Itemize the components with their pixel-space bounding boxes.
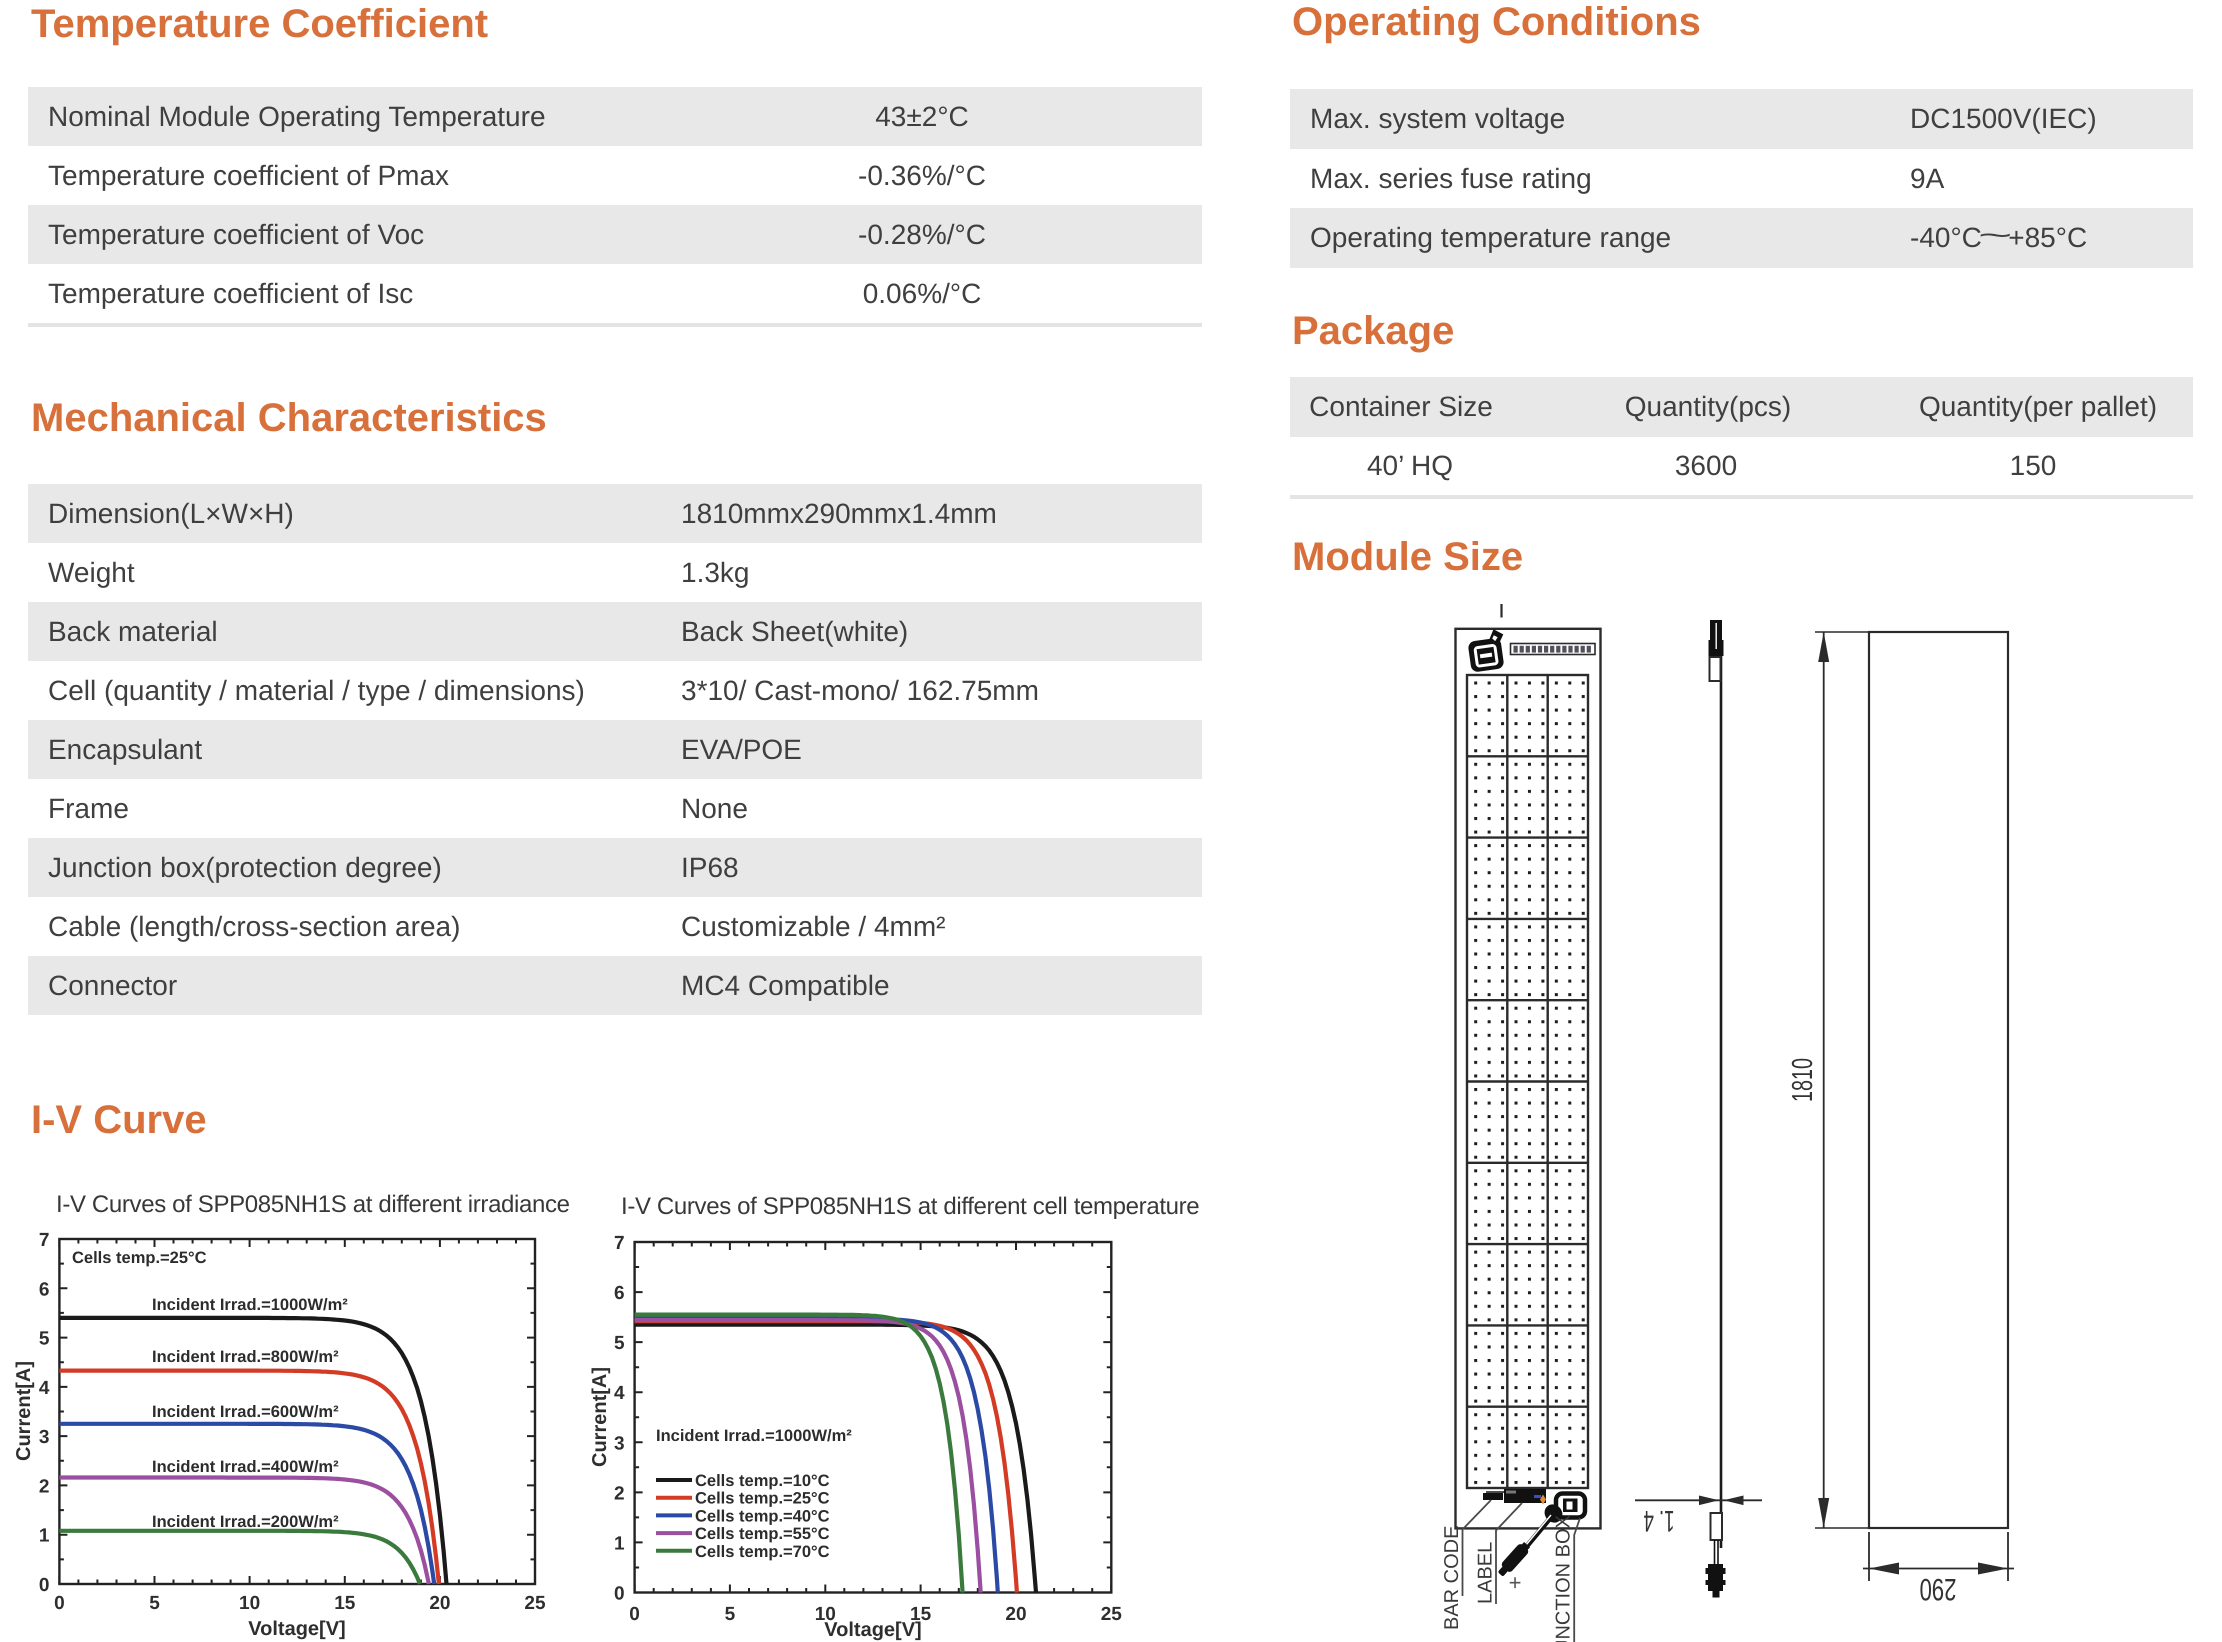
svg-text:Current[A]: Current[A] <box>589 1367 611 1467</box>
svg-text:Cells temp.=25°C: Cells temp.=25°C <box>695 1490 830 1508</box>
svg-text:15: 15 <box>334 1593 356 1614</box>
svg-text:4: 4 <box>39 1378 50 1399</box>
svg-text:2: 2 <box>39 1476 50 1497</box>
svg-text:15: 15 <box>910 1604 932 1625</box>
svg-text:25: 25 <box>1101 1604 1123 1625</box>
svg-text:Cells temp.=55°C: Cells temp.=55°C <box>695 1525 830 1543</box>
svg-text:290: 290 <box>1920 1572 1957 1607</box>
svg-text:0: 0 <box>629 1604 640 1625</box>
svg-text:1810: 1810 <box>1787 1058 1819 1102</box>
svg-text:+: + <box>1509 1570 1522 1595</box>
svg-text:Cells temp.=10°C: Cells temp.=10°C <box>695 1472 830 1490</box>
svg-text:LABEL: LABEL <box>1475 1542 1497 1604</box>
svg-text:Incident Irrad.=1000W/m²: Incident Irrad.=1000W/m² <box>152 1296 348 1314</box>
svg-text:Current[A]: Current[A] <box>13 1361 35 1461</box>
svg-text:0: 0 <box>54 1593 65 1614</box>
svg-text:I-V Curves of SPP085NH1S at di: I-V Curves of SPP085NH1S at different ir… <box>56 1191 570 1218</box>
svg-text:Incident Irrad.=200W/m²: Incident Irrad.=200W/m² <box>152 1513 339 1531</box>
svg-text:10: 10 <box>815 1604 836 1625</box>
svg-text:Incident Irrad.=1000W/m²: Incident Irrad.=1000W/m² <box>656 1427 852 1445</box>
svg-text:0: 0 <box>614 1584 625 1605</box>
svg-text:7: 7 <box>614 1233 625 1254</box>
svg-text:25: 25 <box>524 1593 546 1614</box>
svg-text:5: 5 <box>149 1593 160 1614</box>
svg-text:Cells temp.=25°C: Cells temp.=25°C <box>72 1249 207 1267</box>
svg-text:5: 5 <box>725 1604 736 1625</box>
svg-text:Voltage[V]: Voltage[V] <box>248 1618 345 1640</box>
svg-text:Incident Irrad.=400W/m²: Incident Irrad.=400W/m² <box>152 1458 339 1476</box>
svg-text:2: 2 <box>614 1483 625 1504</box>
svg-text:3: 3 <box>614 1433 625 1454</box>
svg-text:Cells temp.=70°C: Cells temp.=70°C <box>695 1543 830 1561</box>
svg-text:20: 20 <box>429 1593 450 1614</box>
svg-text:20: 20 <box>1005 1604 1026 1625</box>
svg-text:4: 4 <box>614 1383 625 1404</box>
svg-text:1: 1 <box>39 1526 50 1547</box>
svg-text:5: 5 <box>614 1333 625 1354</box>
svg-text:6: 6 <box>39 1279 50 1300</box>
svg-text:Cells temp.=40°C: Cells temp.=40°C <box>695 1507 830 1525</box>
svg-text:I-V Curves of SPP085NH1S at di: I-V Curves of SPP085NH1S at different ce… <box>621 1193 1199 1220</box>
svg-text:Incident Irrad.=600W/m²: Incident Irrad.=600W/m² <box>152 1403 339 1421</box>
svg-text:6: 6 <box>614 1283 625 1304</box>
svg-text:Voltage[V]: Voltage[V] <box>824 1619 921 1641</box>
svg-text:Incident Irrad.=800W/m²: Incident Irrad.=800W/m² <box>152 1348 339 1366</box>
svg-text:1. 4: 1. 4 <box>1644 1504 1675 1537</box>
svg-text:5: 5 <box>39 1329 50 1350</box>
svg-text:7: 7 <box>39 1230 50 1251</box>
svg-text:JUNCTION BOX: JUNCTION BOX <box>1553 1515 1575 1642</box>
svg-text:10: 10 <box>239 1593 260 1614</box>
svg-text:0: 0 <box>39 1575 50 1596</box>
svg-text:BAR CODE: BAR CODE <box>1441 1526 1463 1630</box>
svg-text:3: 3 <box>39 1427 50 1448</box>
svg-text:1: 1 <box>614 1533 625 1554</box>
